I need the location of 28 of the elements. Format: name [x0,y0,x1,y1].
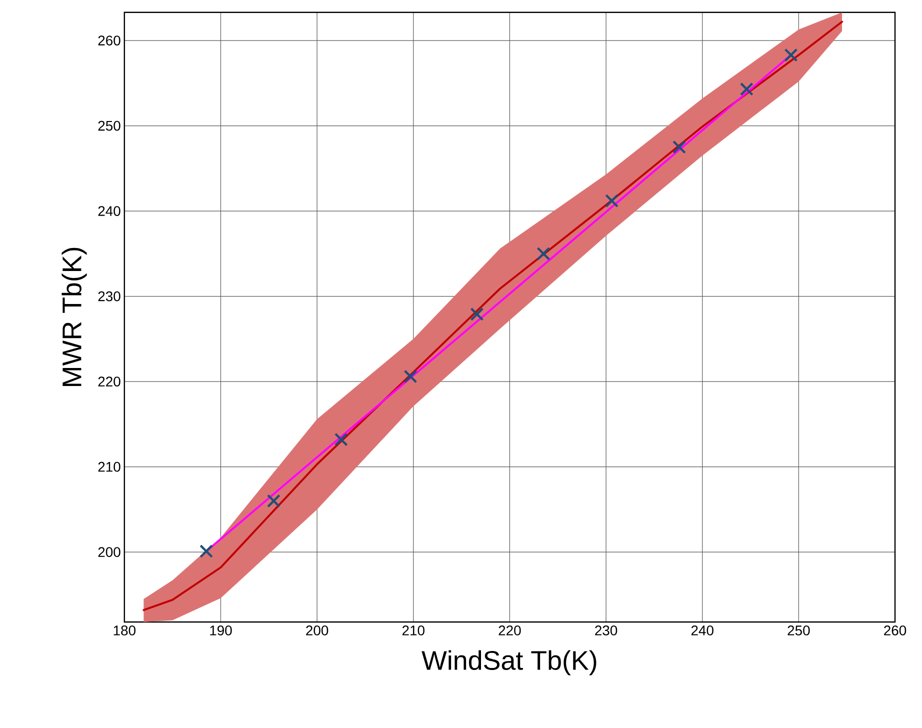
point [784,48,798,62]
x-tick-label: 220 [498,626,521,636]
x-tick-label: 200 [306,626,328,636]
y-tick-label: 220 [98,376,120,387]
y-tick-label: 250 [98,120,120,131]
point [740,82,754,96]
x-axis-title: WindSat Tb(K) [422,650,596,676]
x-tick-label: 190 [210,626,232,636]
point [672,140,686,154]
x-tick-label: 210 [402,626,424,636]
x-tick-label: 260 [884,626,906,636]
y-tick-label: 240 [98,206,120,216]
point [200,544,214,558]
x-tick-label: 180 [114,626,136,636]
y-tick-label: 260 [98,36,120,46]
x-tick-label: 240 [691,626,714,636]
point [404,370,418,384]
point [470,307,484,321]
y-tick-label: 230 [98,291,120,302]
y-axis-title: MWR Tb(K) [62,248,87,386]
x-tick-label: 230 [595,626,618,636]
y-tick-label: 210 [98,462,120,472]
point [334,432,348,446]
y-tick-label: 200 [98,547,120,558]
point [536,246,550,260]
point [605,194,619,208]
x-tick-label: 250 [788,626,810,636]
point [266,494,280,508]
